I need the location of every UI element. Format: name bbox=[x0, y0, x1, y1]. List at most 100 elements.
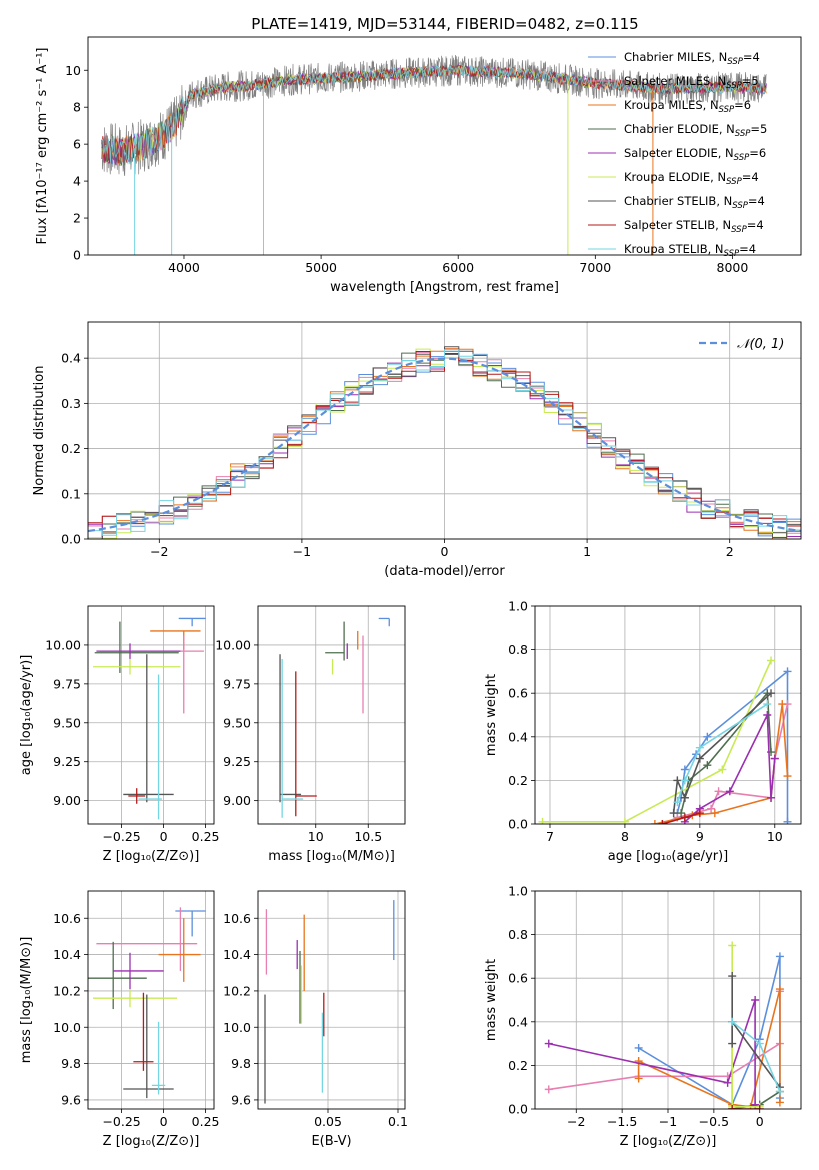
y-tick-label: 4 bbox=[73, 174, 81, 189]
axes-frame bbox=[87, 321, 802, 540]
weight-marker-chabrier_miles bbox=[634, 1043, 643, 1052]
weight-marker-kroupa_elodie bbox=[718, 765, 727, 774]
weight-marker-salpeter_elodie bbox=[763, 711, 772, 719]
y-tick-label: 10.00 bbox=[45, 637, 81, 652]
axes-frame bbox=[257, 605, 406, 825]
weight-marker-salpeter_miles bbox=[707, 804, 716, 813]
legend-label-salpeter_elodie: Salpeter ELODIE, NSSP=6 bbox=[624, 146, 766, 163]
y-tick-label: 10.4 bbox=[53, 947, 81, 962]
y-tick-label: 1.0 bbox=[508, 884, 528, 899]
y-axis-label: Normed distribution bbox=[32, 366, 47, 496]
plot-area bbox=[544, 941, 784, 1109]
y-tick-label: 9.00 bbox=[53, 793, 81, 808]
y-tick-label: 9.75 bbox=[223, 676, 251, 691]
y-tick-label: 9.6 bbox=[231, 1092, 251, 1107]
histogram-chabrier_stelib bbox=[88, 346, 801, 539]
y-tick-label: 0.6 bbox=[508, 686, 528, 701]
legend-label-kroupa_miles: Kroupa MILES, NSSP=6 bbox=[624, 98, 751, 115]
weight-marker-salpeter_miles bbox=[714, 787, 723, 796]
axes-frame bbox=[257, 890, 406, 1110]
x-tick-label: 10 bbox=[767, 829, 783, 844]
y-tick-label: 0.4 bbox=[508, 729, 528, 744]
y-tick-label: 0.8 bbox=[508, 642, 528, 657]
x-tick-label: 6000 bbox=[442, 260, 474, 275]
y-tick-label: 9.75 bbox=[53, 676, 81, 691]
x-tick-label: 5000 bbox=[305, 260, 337, 275]
y-tick-label: 0.0 bbox=[508, 817, 528, 832]
x-tick-label: 4000 bbox=[168, 260, 200, 275]
weight-marker-salpeter_stelib bbox=[728, 1105, 737, 1109]
axes-frame bbox=[87, 890, 215, 1110]
weight-marker-salpeter_stelib bbox=[658, 820, 667, 824]
weight-marker-salpeter_stelib bbox=[680, 813, 689, 822]
x-tick-label: 1 bbox=[583, 544, 591, 559]
y-tick-label: 9.8 bbox=[231, 1056, 251, 1071]
weight-line-chabrier_stelib bbox=[731, 976, 781, 1088]
y-tick-label: 0.2 bbox=[508, 1058, 528, 1073]
weight-line-salpeter_elodie bbox=[684, 714, 776, 823]
weight-line-salpeter_elodie bbox=[548, 999, 756, 1105]
y-tick-label: 1.0 bbox=[508, 599, 528, 614]
axes-frame bbox=[87, 36, 802, 256]
y-tick-label: 9.00 bbox=[223, 793, 251, 808]
x-tick-label: 10.5 bbox=[354, 829, 382, 844]
weight-marker-kroupa_stelib bbox=[728, 1017, 737, 1026]
plot-area bbox=[538, 656, 792, 824]
plot-area bbox=[93, 617, 206, 820]
plot-area bbox=[88, 346, 801, 539]
x-axis-label: E(B-V) bbox=[311, 1134, 351, 1149]
chart-spectrum: 4000 5000 6000 7000 8000 0 2 4 6 8 10 wavelength [A… bbox=[35, 36, 802, 295]
x-axis-label: (data-model)/error bbox=[384, 564, 505, 579]
plot-area bbox=[101, 54, 767, 255]
weight-line-kroupa_miles bbox=[637, 988, 781, 1108]
x-axis-label: age [log₁₀(age/yr)] bbox=[608, 849, 729, 864]
axes-frame bbox=[87, 605, 215, 825]
figure-title: PLATE=1419, MJD=53144, FIBERID=0482, z=0… bbox=[251, 15, 638, 33]
y-tick-label: 0.0 bbox=[61, 532, 81, 547]
weight-marker-salpeter_elodie bbox=[770, 754, 779, 763]
x-tick-label: 7000 bbox=[579, 260, 611, 275]
y-tick-label: 9.25 bbox=[223, 754, 251, 769]
x-tick-label: 7 bbox=[546, 829, 554, 844]
weight-marker-kroupa_elodie bbox=[767, 656, 776, 665]
weight-marker-chabrier_stelib bbox=[673, 776, 682, 785]
x-tick-label: −0.25 bbox=[102, 1114, 140, 1129]
weight-marker-kroupa_miles bbox=[775, 1098, 784, 1107]
y-tick-label: 0.8 bbox=[508, 927, 528, 942]
x-axis-label: Z [log₁₀(Z/Z⊙)] bbox=[620, 1134, 717, 1149]
weight-marker-kroupa_miles bbox=[710, 809, 719, 818]
weight-marker-salpeter_elodie bbox=[751, 996, 760, 1004]
weight-marker-kroupa_stelib bbox=[695, 743, 704, 752]
weight-marker-salpeter_elodie bbox=[725, 787, 734, 796]
chart-age_vs_mass: 10 10.5 9.00 9.25 9.50 9.75 10.00 mass [log₁₀(M… bbox=[215, 605, 406, 864]
weight-marker-chabrier_stelib bbox=[728, 972, 737, 981]
axes-frame bbox=[534, 890, 802, 1110]
weight-marker-salpeter_elodie bbox=[767, 793, 776, 802]
y-tick-label: 10.00 bbox=[215, 637, 251, 652]
weight-marker-chabrier_stelib bbox=[680, 793, 689, 802]
weight-marker-salpeter_miles bbox=[544, 1085, 553, 1094]
x-tick-label: 0 bbox=[160, 829, 168, 844]
legend-label-chabrier_stelib: Chabrier STELIB, NSSP=4 bbox=[624, 194, 765, 211]
x-tick-label: −1.5 bbox=[607, 1114, 637, 1129]
y-tick-label: 9.8 bbox=[61, 1056, 81, 1071]
chart-residuals: −2 −1 0 1 2 0.0 0.1 0.2 0.3 0.4 (data-model)/error… bbox=[32, 321, 802, 579]
x-tick-label: 0.05 bbox=[314, 1114, 342, 1129]
weight-marker-kroupa_elodie bbox=[538, 817, 547, 824]
x-axis-label: Z [log₁₀(Z/Z⊙)] bbox=[103, 849, 200, 864]
y-axis-label: mass weight bbox=[484, 674, 499, 756]
legend-label-normal: 𝒩(0, 1) bbox=[737, 337, 784, 352]
weight-marker-salpeter_stelib bbox=[755, 1105, 764, 1109]
axes-frame bbox=[534, 605, 802, 825]
y-axis-label: age [log₁₀(age/yr)] bbox=[19, 655, 34, 776]
y-tick-label: 0.4 bbox=[61, 351, 81, 366]
weight-marker-chabrier_miles bbox=[680, 765, 689, 774]
legend-label-kroupa_stelib: Kroupa STELIB, NSSP=4 bbox=[624, 242, 756, 259]
chart-mass_vs_Z: −0.25 0 0.25 9.6 9.8 10.0 10.2 10.4 10.6 Z [log₁₀… bbox=[19, 890, 220, 1149]
y-tick-label: 2 bbox=[73, 211, 81, 226]
x-tick-label: 9 bbox=[696, 829, 704, 844]
x-axis-label: Z [log₁₀(Z/Z⊙)] bbox=[103, 1134, 200, 1149]
weight-marker-salpeter_elodie bbox=[544, 1039, 553, 1048]
legend-label-salpeter_miles: Salpeter MILES, NSSP=5 bbox=[624, 74, 759, 91]
weight-marker-kroupa_miles bbox=[783, 772, 792, 781]
